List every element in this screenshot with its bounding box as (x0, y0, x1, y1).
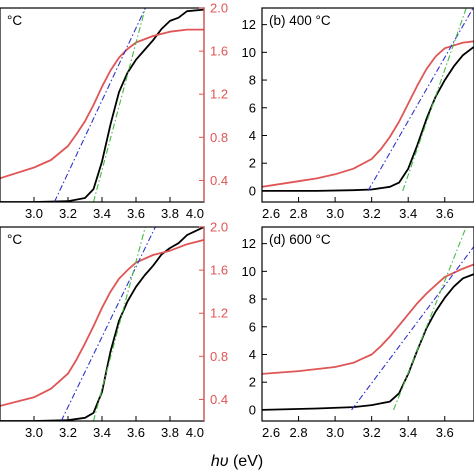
x-tick-label: 3.4 (399, 425, 417, 440)
right-y-tick-label: 0.8 (210, 349, 228, 364)
absorbance-line (0, 8, 204, 202)
x-tick-label: 3.2 (363, 206, 381, 221)
fit_green-line (92, 227, 146, 421)
fit_blue-line (367, 8, 474, 192)
plot-area (262, 8, 474, 192)
x-axis-title-unit: (eV) (229, 453, 264, 470)
x-tick-label: 3.4 (93, 425, 111, 440)
plot-layer: 3.0 3.2 3.4 3.6 3.8 4.00.40.81.21.62.0°C2.6 2.… (0, 1, 474, 440)
right-y-tick-label: 0.4 (210, 392, 228, 407)
x-tick-label: 3.0 (326, 206, 344, 221)
x-tick-label: 3.0 (25, 425, 43, 440)
panel-b: 2.6 2.8 3.0 3.2 3.4 3.6 0 2 4 6 8 10 12 (b) 400 °C (242, 7, 474, 221)
y-tick-label: 12 (242, 236, 256, 251)
x-tick-label: 4.0 (186, 206, 204, 221)
plot-frame (261, 7, 474, 203)
x-tick-label: 2.6 (262, 425, 280, 440)
x-tick-label: 3.2 (59, 206, 77, 221)
x-tick-label: 3.2 (59, 425, 77, 440)
plot-frame (261, 226, 474, 422)
panel-c: 3.0 3.2 3.4 3.6 3.8 4.0 0.4 0.8 1.2 1.6 2.0 °C (0, 220, 228, 440)
right-y-tick-label: 2.0 (210, 220, 228, 235)
fit_green-line (92, 8, 146, 202)
x-axis-title-symbol: hυ (211, 453, 229, 470)
x-tick-label: 3.4 (93, 206, 111, 221)
x-axis-title: hυ (eV) (211, 453, 263, 470)
absorbance-line (0, 227, 204, 421)
y-tick-label: 4 (249, 347, 256, 362)
reflectance-line (262, 263, 474, 375)
x-tick-label: 3.6 (436, 206, 454, 221)
reflectance-line (262, 40, 474, 188)
y-tick-label: 6 (249, 100, 256, 115)
y-tick-label: 0 (249, 183, 256, 198)
y-tick-label: 4 (249, 128, 256, 143)
plot-area (262, 227, 474, 411)
y-tick-label: 10 (242, 264, 256, 279)
right-y-tick-label: 0.8 (210, 130, 228, 145)
x-tick-label: 3.0 (326, 425, 344, 440)
reflectance-line (0, 28, 204, 180)
panel-label: °C (7, 13, 22, 28)
panel-label: (b) 400 °C (269, 13, 331, 28)
x-tick-label: 2.6 (262, 206, 280, 221)
plot-area (0, 8, 204, 202)
fit_green-line (402, 8, 467, 192)
x-tick-label: 3.8 (161, 425, 179, 440)
y-tick-label: 6 (249, 319, 256, 334)
right-y-tick-label: 1.6 (210, 44, 228, 59)
panel-label: °C (7, 232, 22, 247)
right-y-tick-label: 1.6 (210, 263, 228, 278)
reflectance-line (0, 239, 204, 407)
panel-label: (d) 600 °C (269, 232, 331, 247)
y-tick-label: 0 (249, 402, 256, 417)
absorbance-line (262, 273, 474, 411)
right-y-tick-label: 1.2 (210, 87, 228, 102)
y-tick-label: 8 (249, 292, 256, 307)
x-tick-label: 3.4 (399, 206, 417, 221)
x-tick-label: 3.0 (25, 206, 43, 221)
y-tick-label: 8 (249, 73, 256, 88)
fit_blue-line (351, 246, 474, 411)
right-y-tick-label: 1.2 (210, 306, 228, 321)
x-tick-label: 3.2 (363, 425, 381, 440)
x-tick-label: 3.6 (436, 425, 454, 440)
absorbance-line (262, 46, 474, 192)
panel-a: 3.0 3.2 3.4 3.6 3.8 4.0 0.4 0.8 1.2 1.6 2.0 °C (0, 1, 228, 221)
fit_blue-line (60, 227, 156, 421)
right-y-tick-label: 2.0 (210, 1, 228, 16)
x-tick-label: 4.0 (186, 425, 204, 440)
y-tick-label: 2 (249, 375, 256, 390)
x-tick-label: 2.8 (290, 425, 308, 440)
x-tick-label: 3.8 (161, 206, 179, 221)
x-tick-label: 3.6 (127, 206, 145, 221)
panel-d: 2.6 2.8 3.0 3.2 3.4 3.6 0 2 4 6 8 10 12 (d) 600 °C (242, 226, 474, 440)
x-tick-label: 3.6 (127, 425, 145, 440)
y-tick-label: 12 (242, 17, 256, 32)
y-tick-label: 2 (249, 156, 256, 171)
plot-frame (0, 7, 205, 203)
fit_blue-line (53, 8, 147, 202)
plot-area (0, 227, 204, 421)
y-tick-label: 10 (242, 45, 256, 60)
fit_green-line (393, 227, 467, 411)
x-tick-label: 2.8 (290, 206, 308, 221)
right-y-tick-label: 0.4 (210, 173, 228, 188)
